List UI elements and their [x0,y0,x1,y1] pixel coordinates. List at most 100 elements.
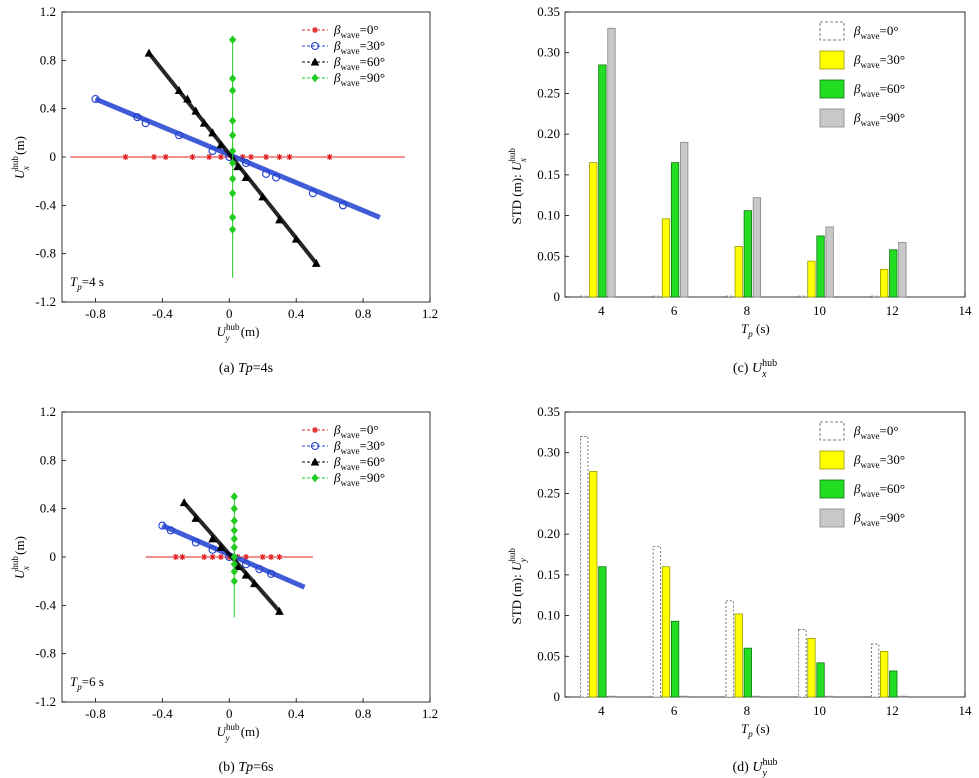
data-point [286,154,293,160]
data-point [262,169,271,178]
bar [825,226,834,298]
data-point [217,554,224,560]
data-point [228,35,237,45]
data-point [241,560,251,569]
data-point [308,189,317,198]
panel-c-bar-chart: 4 6 8 10 12 14 0 0.05 0.10 0.15 0.20 0.25 0.30 0.35 βw… [507,4,972,380]
data-point [228,158,237,168]
y-tick-label: -0.4 [35,197,56,212]
legend-swatch [819,79,845,99]
data-point [248,154,255,160]
data-point [275,215,284,224]
data-point [230,534,238,544]
y-tick-label: 0.35 [537,404,560,419]
data-point [228,130,237,140]
y-tick-label: 0.4 [40,101,57,116]
legend-label: βwave=30° [333,438,385,456]
bar [880,268,889,298]
legend-swatch [819,108,845,128]
data-point [230,526,238,535]
data-point [241,570,251,579]
bar [752,695,762,698]
bar [725,295,734,298]
data-point [206,154,213,160]
legend-label: βwave=60° [853,481,905,499]
bar [661,218,671,298]
y-tick-label: 1.2 [40,404,56,419]
x-tick-label: -0.4 [152,706,173,721]
data-point [291,234,301,243]
y-tick-label: 0.25 [537,485,560,500]
bar [598,566,607,698]
data-point [243,554,249,560]
data-point [275,606,284,615]
data-point [191,106,201,115]
y-tick-label: 0.30 [537,45,560,60]
bar [898,242,907,298]
data-point [199,118,209,127]
x-tick-label: 14 [959,703,973,718]
data-point [230,543,238,552]
y-tick-label: 0.20 [537,526,560,541]
x-tick-label: 1.2 [422,706,438,721]
bar [870,643,880,698]
x-tick-label: 0.8 [355,706,371,721]
bar [580,295,589,298]
y-tick-label: 0.35 [537,4,560,19]
y-tick-label: 1.2 [40,4,56,19]
x-tick-label: 4 [598,703,605,718]
data-point [239,154,246,160]
y-tick-label: -1.2 [35,694,56,709]
x-tick-label: 14 [959,303,973,318]
y-tick-label: 0.8 [40,452,56,467]
data-point [311,258,321,267]
data-point [228,116,237,126]
bar [889,249,898,298]
data-point [208,534,217,543]
bar [607,695,616,698]
data-point [144,48,154,57]
legend-label: βwave=60° [853,81,905,99]
data-point [189,154,196,160]
bar [680,695,689,698]
panel-caption: (b) Tp=6s [219,760,274,775]
data-point [122,154,129,160]
data-point [201,554,208,560]
legend-swatch [819,479,845,499]
data-point [241,172,251,182]
data-point [230,492,238,501]
data-point [230,576,238,586]
data-point [272,173,281,182]
data-point [208,146,217,156]
y-tick-label: -0.8 [35,246,56,261]
data-point [258,192,268,201]
panel-caption: (c) Uhub x [733,358,777,380]
data-point [162,154,169,160]
data-point [216,140,226,149]
x-tick-label: -0.8 [85,706,106,721]
y-tick-label: -0.8 [35,646,56,661]
legend-marker [312,427,318,433]
x-tick-label: 0 [226,306,233,321]
bar [670,162,680,298]
panel-caption: (a) Tp=4s [219,361,273,376]
x-tick-label: 0.8 [355,306,371,321]
x-axis-label: Uhub y (m) [217,722,260,743]
legend-swatch [819,21,845,41]
bar [743,647,752,698]
data-point [228,86,237,95]
panel-b-scatter: -0.8 -0.4 0 0.4 0.8 1.2 1.2 0.8 0.4 0 -0.4 -0.8 -1.2… [10,404,438,775]
legend-label: βwave=0° [333,22,379,40]
data-point [191,513,201,522]
legend-label: βwave=0° [853,423,899,441]
x-tick-label: -0.8 [85,306,106,321]
x-tick-label: 0.4 [288,706,305,721]
x-tick-label: 6 [671,703,678,718]
bar [589,162,598,298]
data-point [133,113,142,122]
legend-marker [310,41,320,51]
data-point [228,146,237,156]
x-axis-label: Tp (s) [741,721,770,739]
bar [589,471,598,698]
bar [798,295,807,298]
